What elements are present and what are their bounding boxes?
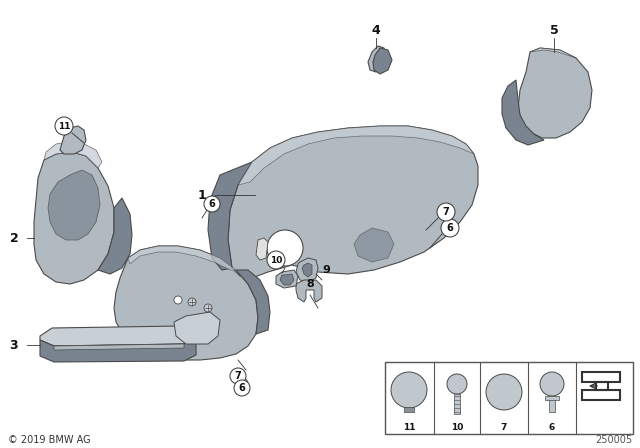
Text: 7: 7 bbox=[235, 371, 241, 381]
Polygon shape bbox=[40, 326, 196, 346]
Text: 6: 6 bbox=[209, 199, 216, 209]
Polygon shape bbox=[44, 142, 102, 168]
FancyBboxPatch shape bbox=[545, 396, 559, 400]
Polygon shape bbox=[502, 80, 544, 145]
FancyBboxPatch shape bbox=[385, 362, 633, 434]
Text: 11: 11 bbox=[58, 121, 70, 130]
Circle shape bbox=[234, 380, 250, 396]
Polygon shape bbox=[296, 280, 322, 302]
Text: 6: 6 bbox=[549, 422, 555, 431]
Polygon shape bbox=[368, 46, 386, 72]
Polygon shape bbox=[114, 246, 258, 360]
Text: 2: 2 bbox=[10, 232, 19, 245]
Text: 4: 4 bbox=[372, 23, 380, 36]
Polygon shape bbox=[276, 270, 298, 288]
Circle shape bbox=[267, 251, 285, 269]
Circle shape bbox=[441, 219, 459, 237]
Circle shape bbox=[55, 117, 73, 135]
Polygon shape bbox=[373, 48, 392, 74]
Polygon shape bbox=[354, 228, 394, 262]
Polygon shape bbox=[280, 274, 294, 285]
Circle shape bbox=[267, 230, 303, 266]
Polygon shape bbox=[236, 270, 270, 334]
Polygon shape bbox=[256, 238, 268, 260]
Circle shape bbox=[437, 203, 455, 221]
Text: © 2019 BMW AG: © 2019 BMW AG bbox=[8, 435, 91, 445]
Text: 1: 1 bbox=[198, 189, 206, 202]
Text: 11: 11 bbox=[403, 422, 415, 431]
Polygon shape bbox=[228, 126, 478, 278]
Polygon shape bbox=[238, 126, 474, 185]
Text: 9: 9 bbox=[322, 265, 330, 275]
Circle shape bbox=[188, 298, 196, 306]
Circle shape bbox=[486, 374, 522, 410]
Text: 7: 7 bbox=[501, 422, 507, 431]
Text: 10: 10 bbox=[270, 255, 282, 264]
Circle shape bbox=[204, 304, 212, 312]
Text: 3: 3 bbox=[10, 339, 19, 352]
Polygon shape bbox=[208, 162, 252, 270]
Circle shape bbox=[447, 374, 467, 394]
Text: 8: 8 bbox=[306, 279, 314, 289]
Polygon shape bbox=[296, 258, 318, 282]
Circle shape bbox=[391, 372, 427, 408]
Polygon shape bbox=[40, 338, 196, 362]
Circle shape bbox=[230, 368, 246, 384]
Polygon shape bbox=[518, 48, 592, 138]
Text: 10: 10 bbox=[451, 422, 463, 431]
FancyBboxPatch shape bbox=[404, 407, 414, 412]
Circle shape bbox=[540, 372, 564, 396]
Polygon shape bbox=[128, 246, 236, 270]
Circle shape bbox=[174, 296, 182, 304]
Circle shape bbox=[204, 196, 220, 212]
Polygon shape bbox=[60, 126, 86, 154]
Polygon shape bbox=[98, 198, 132, 274]
Text: 6: 6 bbox=[447, 223, 453, 233]
Polygon shape bbox=[34, 152, 114, 284]
Polygon shape bbox=[174, 312, 220, 344]
Text: 6: 6 bbox=[239, 383, 245, 393]
Text: 250005: 250005 bbox=[595, 435, 632, 445]
Text: 7: 7 bbox=[443, 207, 449, 217]
Polygon shape bbox=[302, 263, 312, 277]
FancyBboxPatch shape bbox=[454, 394, 460, 414]
Polygon shape bbox=[48, 170, 100, 240]
FancyBboxPatch shape bbox=[549, 396, 555, 412]
Polygon shape bbox=[530, 48, 576, 58]
Text: 5: 5 bbox=[550, 23, 558, 36]
Polygon shape bbox=[54, 344, 184, 350]
